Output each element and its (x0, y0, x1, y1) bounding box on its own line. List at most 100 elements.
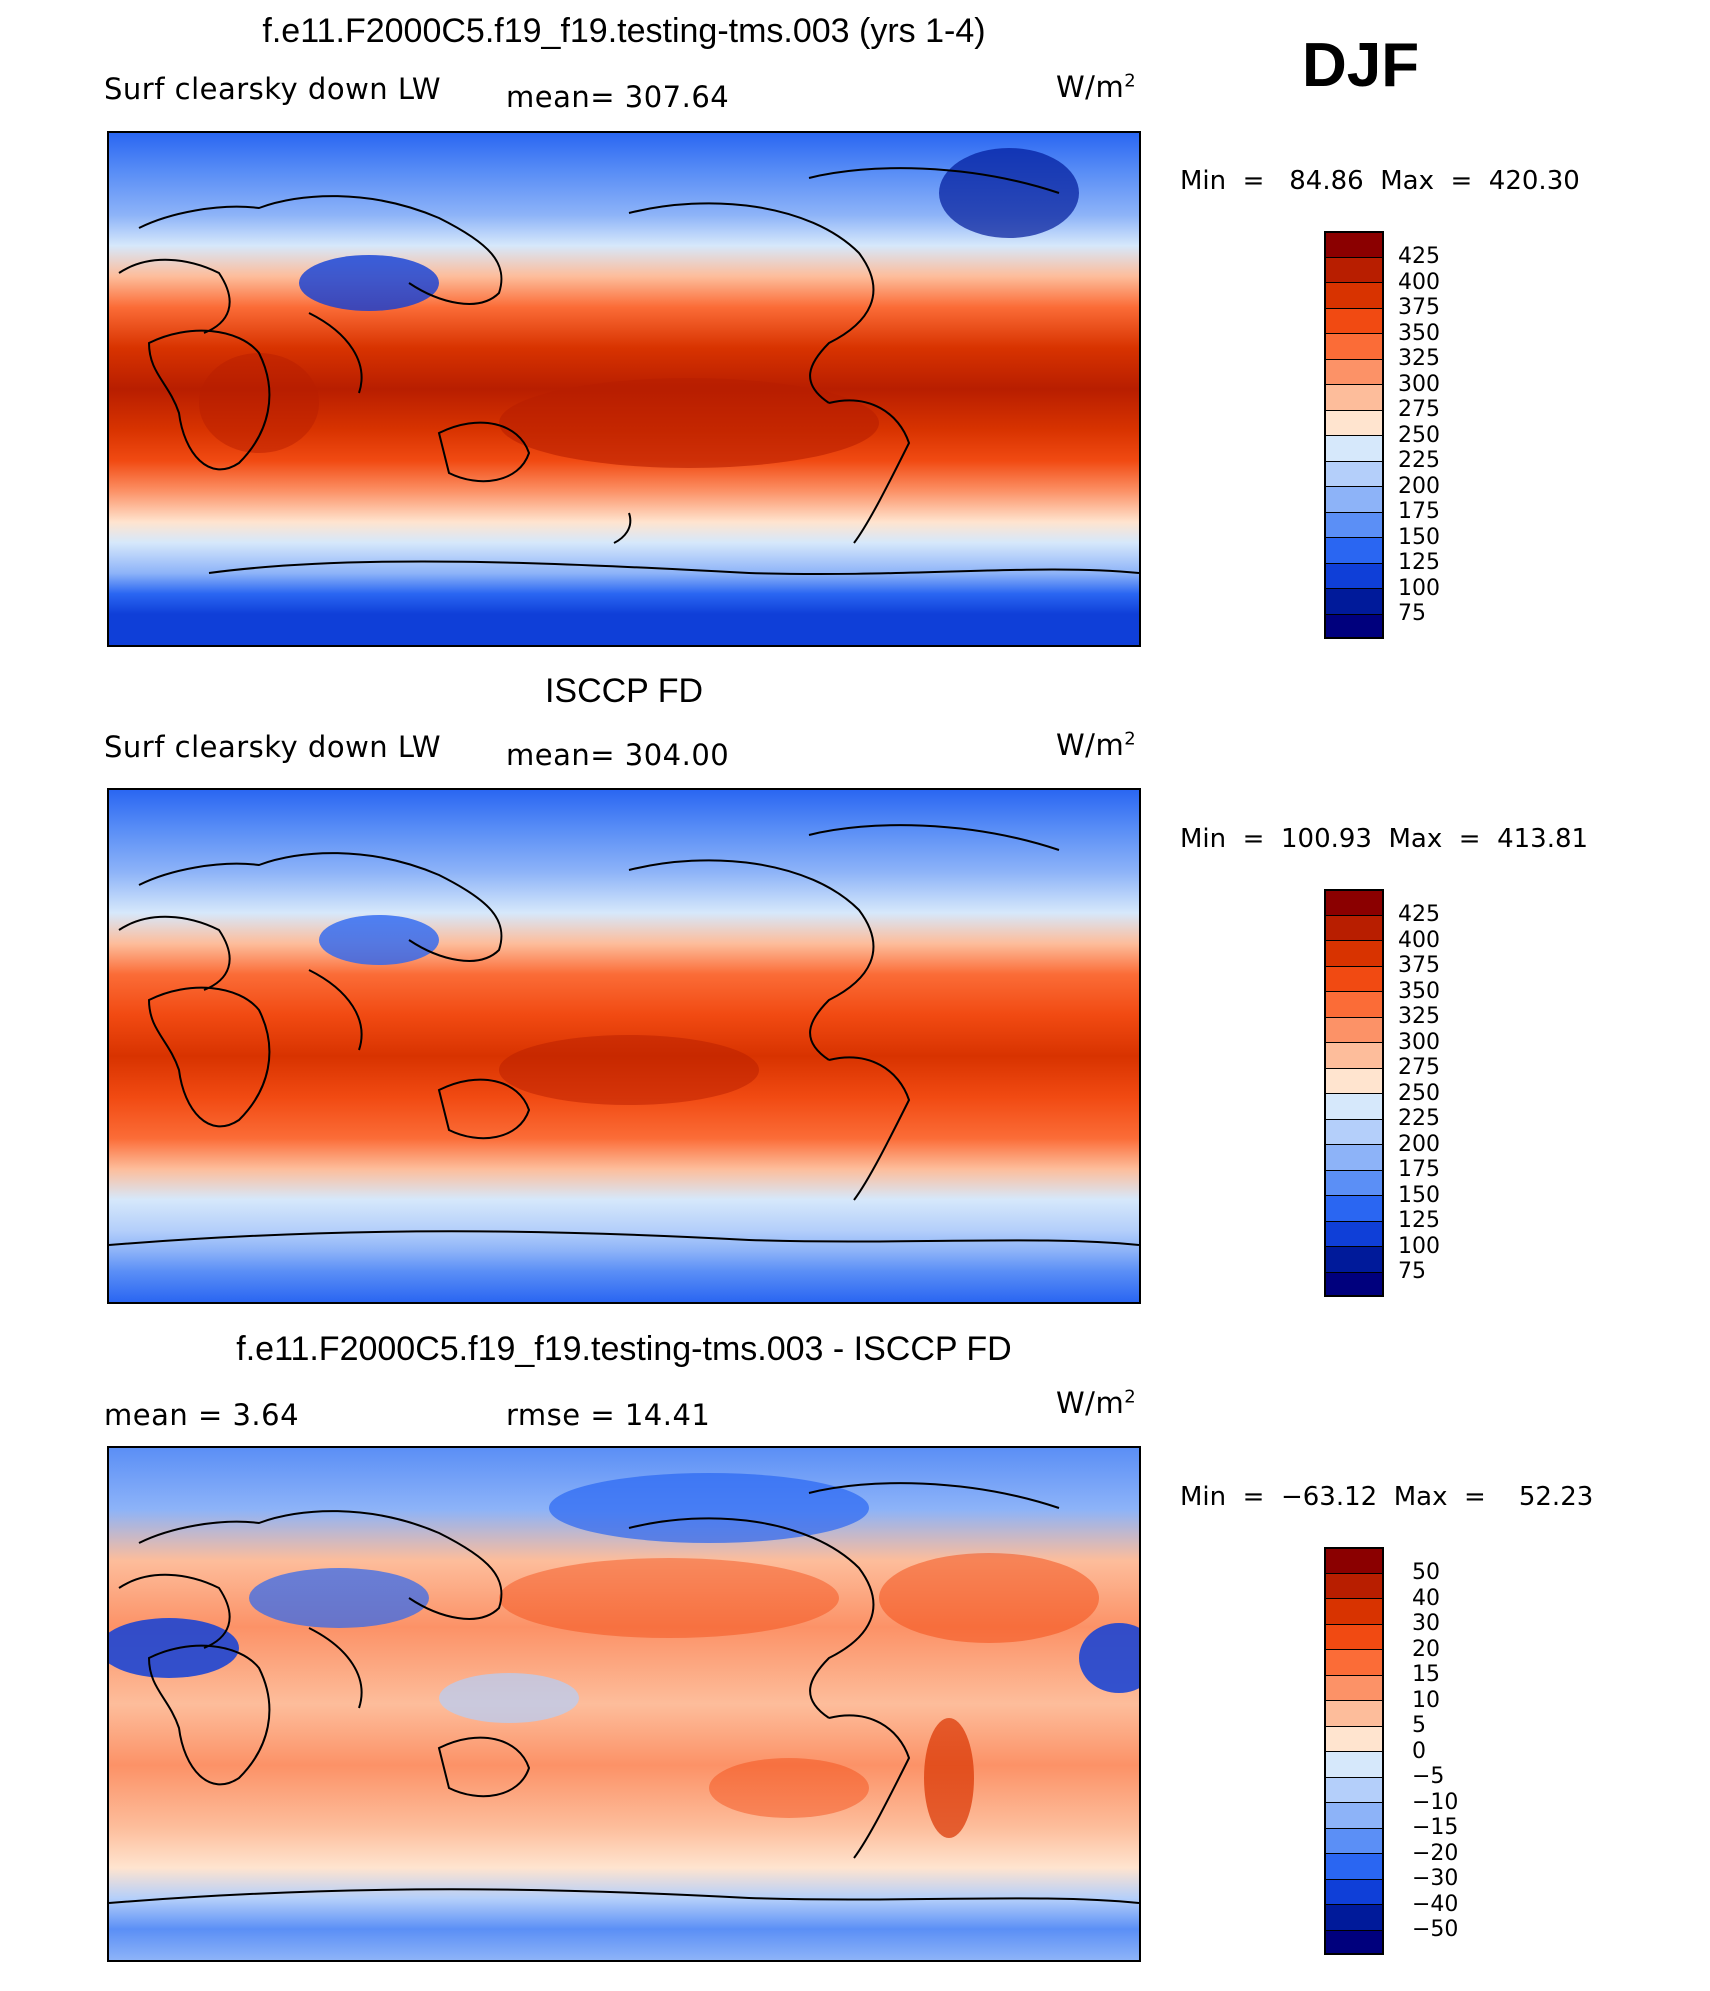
colorbar-tick-label: 40 (1412, 1585, 1440, 1611)
panel-1-colorbar-seg (1324, 333, 1384, 359)
panel-3-mean: mean = 3.64 (104, 1398, 300, 1432)
panel-2-colorbar-seg (1324, 965, 1384, 991)
panel-2-colorbar-labels: 425 400 375 350 325 300 275 250 225 200 … (1398, 902, 1440, 1285)
panel-2-colorbar-seg (1324, 1246, 1384, 1272)
panel-1-colorbar-seg (1324, 613, 1384, 639)
panel-1-title: f.e11.F2000C5.f19_f19.testing-tms.003 (y… (262, 12, 986, 50)
panel-2-colorbar-seg (1324, 940, 1384, 966)
panel-2-colorbar-seg (1324, 1169, 1384, 1195)
panel-2-units: W/m2 (1056, 728, 1137, 762)
colorbar-tick-label: 200 (1398, 1131, 1440, 1157)
panel-1-variable: Surf clearsky down LW (104, 72, 442, 106)
colorbar-tick-label: 100 (1398, 1233, 1440, 1259)
colorbar-tick-label: −50 (1412, 1917, 1459, 1942)
panel-2-colorbar-seg (1324, 914, 1384, 940)
colorbar-tick-label: 175 (1398, 499, 1440, 524)
colorbar-tick-label: 225 (1398, 448, 1440, 473)
panel-2-map (107, 788, 1141, 1304)
colorbar-tick-label: 250 (1398, 422, 1440, 448)
panel-1-colorbar-seg (1324, 384, 1384, 410)
panel-3-colorbar-seg (1324, 1547, 1384, 1573)
colorbar-tick-label: 300 (1398, 371, 1440, 397)
panel-2-colorbar-seg (1324, 1195, 1384, 1221)
panel-3-colorbar-seg (1324, 1572, 1384, 1598)
panel-1-colorbar-seg (1324, 358, 1384, 384)
panel-1-colorbar-seg (1324, 409, 1384, 435)
panel-1-colorbar-seg (1324, 282, 1384, 308)
panel-3-map (107, 1446, 1141, 1962)
colorbar-tick-label: 50 (1412, 1560, 1440, 1585)
panel-3-colorbar-seg (1324, 1776, 1384, 1802)
colorbar-tick-label: 150 (1398, 1182, 1440, 1208)
colorbar-tick-label: 400 (1398, 269, 1440, 295)
colorbar-tick-label: 325 (1398, 1004, 1440, 1029)
panel-3-colorbar-seg (1324, 1700, 1384, 1726)
colorbar-tick-label: 250 (1398, 1080, 1440, 1106)
colorbar-tick-label: 350 (1398, 978, 1440, 1004)
colorbar-tick-label: 125 (1398, 550, 1440, 575)
panel-2-colorbar-seg (1324, 1067, 1384, 1093)
panel-3-title: f.e11.F2000C5.f19_f19.testing-tms.003 - … (236, 1330, 1012, 1368)
colorbar-tick-label: 300 (1398, 1029, 1440, 1055)
panel-2-colorbar-seg (1324, 1220, 1384, 1246)
panel-3-units: W/m2 (1056, 1386, 1137, 1420)
panel-1-colorbar-seg (1324, 231, 1384, 257)
panel-2-colorbar-seg (1324, 889, 1384, 915)
colorbar-tick-label: 10 (1412, 1687, 1440, 1713)
panel-3-colorbar-seg (1324, 1649, 1384, 1675)
panel-2-colorbar (1324, 889, 1384, 1297)
panel-1-colorbar-seg (1324, 486, 1384, 512)
colorbar-tick-label: 400 (1398, 927, 1440, 953)
panel-3-colorbar-seg (1324, 1929, 1384, 1955)
panel-3-colorbar-labels: 50 40 30 20 15 10 5 0 −5 −10 −15 −20 −30… (1412, 1560, 1458, 1943)
panel-1-colorbar-labels: 425 400 375 350 325 300 275 250 225 200 … (1398, 244, 1440, 627)
panel-3-colorbar-seg (1324, 1802, 1384, 1828)
colorbar-tick-label: 275 (1398, 1055, 1440, 1080)
colorbar-tick-label: 225 (1398, 1106, 1440, 1131)
panel-3-minmax: Min = −63.12 Max = 52.23 (1180, 1482, 1594, 1512)
colorbar-tick-label: 425 (1398, 244, 1440, 269)
panel-1-colorbar-seg (1324, 537, 1384, 563)
panel-2-colorbar-seg (1324, 991, 1384, 1017)
panel-1-units: W/m2 (1056, 70, 1137, 104)
colorbar-tick-label: −40 (1412, 1891, 1459, 1917)
colorbar-tick-label: 350 (1398, 320, 1440, 346)
colorbar-tick-label: −30 (1412, 1866, 1459, 1891)
panel-2-colorbar-seg (1324, 1144, 1384, 1170)
panel-2-colorbar-seg (1324, 1118, 1384, 1144)
colorbar-tick-label: 375 (1398, 295, 1440, 320)
panel-2-colorbar-seg (1324, 1093, 1384, 1119)
panel-3-colorbar (1324, 1547, 1384, 1955)
colorbar-tick-label: 175 (1398, 1157, 1440, 1182)
colorbar-tick-label: −20 (1412, 1840, 1459, 1866)
panel-2-colorbar-seg (1324, 1271, 1384, 1297)
panel-1-colorbar-seg (1324, 435, 1384, 461)
colorbar-tick-label: 100 (1398, 575, 1440, 601)
colorbar-tick-label: 20 (1412, 1636, 1440, 1662)
panel-1-map (107, 131, 1141, 647)
panel-2-colorbar-seg (1324, 1042, 1384, 1068)
colorbar-tick-label: 375 (1398, 953, 1440, 978)
colorbar-tick-label: 200 (1398, 473, 1440, 499)
panel-1-colorbar-seg (1324, 511, 1384, 537)
colorbar-tick-label: 275 (1398, 397, 1440, 422)
colorbar-tick-label: 425 (1398, 902, 1440, 927)
panel-3-colorbar-seg (1324, 1878, 1384, 1904)
panel-2-mean: mean= 304.00 (506, 738, 730, 772)
panel-2-minmax: Min = 100.93 Max = 413.81 (1180, 824, 1589, 854)
colorbar-tick-label: 150 (1398, 524, 1440, 550)
season-label: DJF (1302, 31, 1420, 100)
panel-1-colorbar-seg (1324, 307, 1384, 333)
colorbar-tick-label: 15 (1412, 1662, 1440, 1687)
colorbar-tick-label: 325 (1398, 346, 1440, 371)
panel-2-colorbar-seg (1324, 1016, 1384, 1042)
colorbar-tick-label: 125 (1398, 1208, 1440, 1233)
panel-1-colorbar (1324, 231, 1384, 639)
panel-3-colorbar-seg (1324, 1751, 1384, 1777)
panel-1-mean: mean= 307.64 (506, 80, 730, 114)
panel-1-colorbar-seg (1324, 256, 1384, 282)
colorbar-tick-label: 30 (1412, 1611, 1440, 1636)
panel-3-colorbar-seg (1324, 1904, 1384, 1930)
colorbar-tick-label: 0 (1412, 1738, 1426, 1764)
colorbar-tick-label: 5 (1412, 1713, 1426, 1738)
